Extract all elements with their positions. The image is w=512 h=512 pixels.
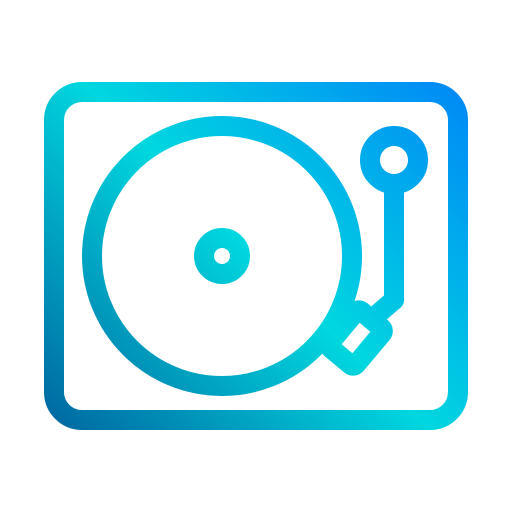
turntable-icon (0, 0, 512, 512)
